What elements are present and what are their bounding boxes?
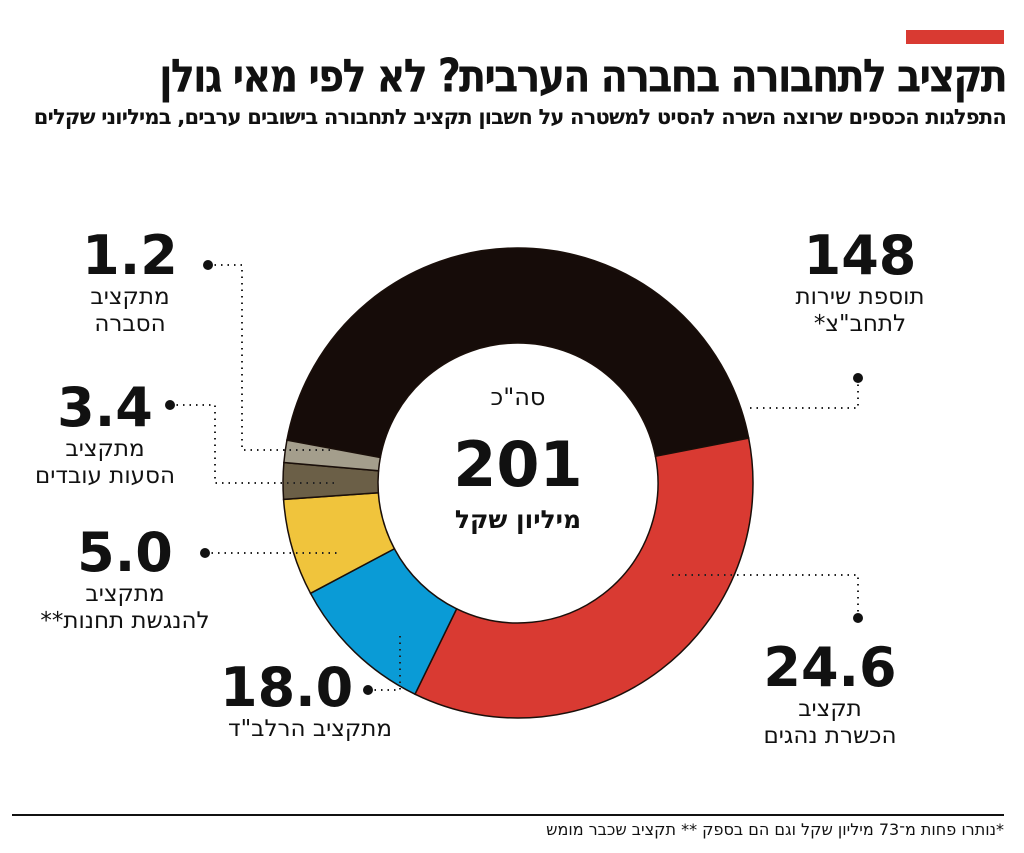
- leader-dot-4: [165, 400, 175, 410]
- leader-line-4: [170, 404, 335, 484]
- leader-dot-1: [853, 613, 863, 623]
- slice-5: [283, 439, 382, 472]
- value-label: 148: [803, 224, 917, 287]
- label-slice-5: 1.2 מתקציב הסברה: [50, 228, 210, 338]
- label-line: הסברה: [94, 311, 166, 337]
- leader-dot-2: [363, 685, 373, 695]
- label-line: תקציב: [798, 696, 862, 722]
- chart-subtitle: התפלגות הכספים שרוצה השרה להסיט למשטרה ע…: [33, 105, 1007, 129]
- label-slice-4: 3.4 מתקציב הסעות עובדים: [10, 380, 200, 490]
- center-unit: מיליון שקל: [454, 505, 582, 534]
- leader-dot-3: [200, 548, 210, 558]
- value-label: 3.4: [57, 376, 153, 439]
- label-slice-0: 148 תוספת שירות לתחב"צ*: [770, 228, 950, 338]
- label-line: להנגשת תחנות**: [40, 608, 210, 634]
- label-line: לתחב"צ*: [813, 311, 907, 337]
- slice-1: [413, 437, 754, 719]
- value-label: 18.0: [220, 656, 354, 719]
- label-line: הכשרת נהגים: [763, 723, 897, 749]
- center-label: סה"כ: [490, 383, 546, 411]
- value-label: 5.0: [77, 521, 173, 584]
- leader-line-0: [748, 378, 859, 409]
- value-label: 24.6: [763, 636, 897, 699]
- value-label: 1.2: [82, 224, 178, 287]
- label-line: מתקציב הרלב"ד: [228, 716, 392, 742]
- label-slice-2: 18.0 מתקציב הרלב"ד: [200, 660, 420, 743]
- footer-divider: [12, 814, 1004, 816]
- footnote: *נותרו פחות מ־73 מיליון שקל וגם הם בספק …: [546, 820, 1004, 839]
- label-line: מתקציב: [65, 436, 145, 462]
- leader-dot-5: [203, 260, 213, 270]
- accent-bar: [906, 30, 1004, 44]
- chart-title: תקציב לתחבורה בחברה הערבית? לא לפי מאי ג…: [159, 50, 1008, 103]
- leader-dot-0: [853, 373, 863, 383]
- label-line: הסעות עובדים: [35, 463, 175, 489]
- leader-line-1: [668, 574, 859, 618]
- label-line: תוספת שירות: [795, 284, 925, 310]
- slice-0: [286, 247, 750, 459]
- label-slice-1: 24.6 תקציב הכשרת נהגים: [740, 640, 920, 750]
- label-slice-3: 5.0 מתקציב להנגשת תחנות**: [30, 525, 220, 635]
- label-line: מתקציב: [90, 284, 170, 310]
- center-total: 201: [453, 428, 583, 501]
- label-line: מתקציב: [85, 581, 165, 607]
